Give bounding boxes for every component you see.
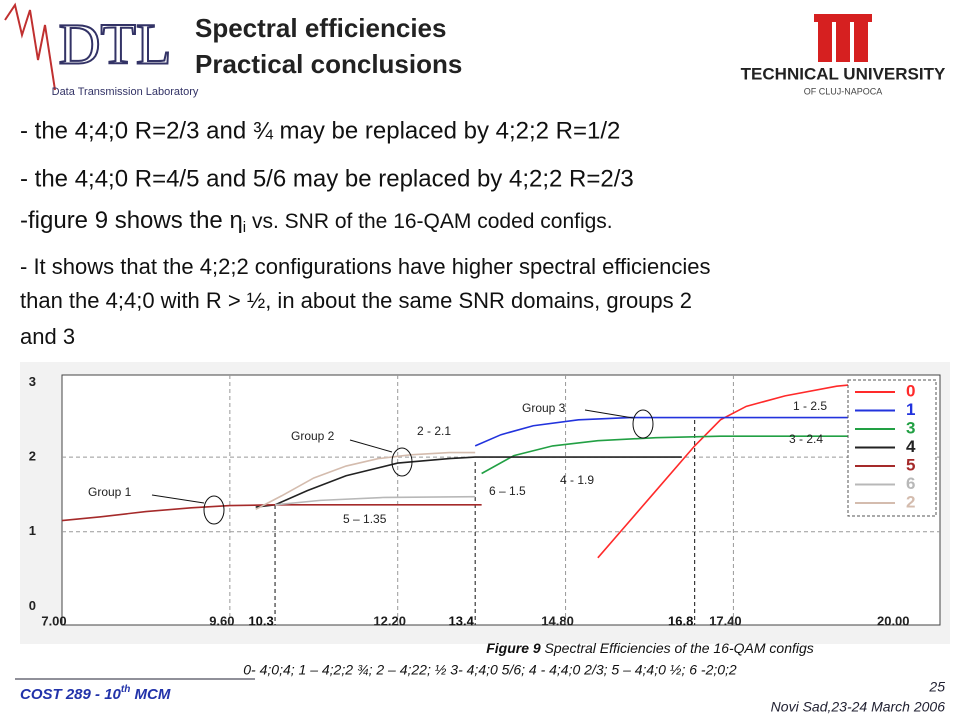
legend-label: 1 (906, 400, 915, 419)
annotation: 2 - 2.1 (417, 424, 451, 438)
bullet-part: vs. SNR of the 16-QAM coded configs. (246, 210, 613, 233)
annotation: 3 - 2.4 (789, 432, 823, 446)
footer-text: COST 289 - 10 (20, 686, 122, 703)
annotation: Group 2 (291, 429, 335, 443)
x-tick-label: 20.00 (877, 613, 910, 628)
caption-legend: 0- 4;0;4; 1 – 4;2;2 ¾; 2 – 4;22; ½ 3- 4;… (243, 662, 737, 678)
bullet: - It shows that the 4;2;2 configurations… (20, 254, 711, 279)
legend-label: 5 (906, 455, 915, 474)
series-line (474, 416, 857, 447)
legend-label: 3 (906, 418, 915, 437)
bullets: - the 4;4;0 R=2/3 and ¾ may be replaced … (20, 117, 711, 348)
group-circles (151, 409, 654, 525)
footer-date: Novi Sad,23-24 March 2006 (771, 699, 946, 715)
annotation: 4 - 1.9 (560, 473, 594, 487)
annotation: Group 3 (522, 401, 566, 415)
annotation: 5 – 1.35 (343, 512, 387, 526)
tu-logo: TECHNICAL UNIVERSITY OF CLUJ-NAPOCA (741, 14, 946, 96)
bullet-part: i (243, 219, 246, 236)
x-tick-label: 12.20 (373, 613, 406, 628)
logo-text: DTL (59, 11, 172, 76)
marker-label: 16.8 (668, 613, 693, 628)
annotation: 6 – 1.5 (489, 484, 526, 498)
logo-text: TECHNICAL UNIVERSITY (741, 64, 946, 83)
dtl-logo: DTL Data Transmission Laboratory (4, 2, 199, 98)
legend-label: 4 (906, 437, 916, 456)
page-number: 25 (928, 679, 945, 695)
caption-text: Spectral Efficiencies of the 16-QAM conf… (541, 640, 814, 656)
annotation: 1 - 2.5 (793, 399, 827, 413)
bullet: - the 4;4;0 R=2/3 and ¾ may be replaced … (20, 117, 620, 144)
footer-text: MCM (130, 686, 170, 703)
x-tick-label: 9.60 (209, 613, 234, 628)
series-line (274, 495, 476, 506)
series-line (597, 381, 876, 559)
series-line (255, 456, 682, 508)
bullet-part: -figure 9 shows the η (20, 207, 243, 234)
legend-label: 0 (906, 381, 915, 400)
bullet: - the 4;4;0 R=4/5 and 5/6 may be replace… (20, 165, 634, 192)
title-line: Spectral efficiencies (195, 13, 446, 43)
marker-label: 13.4 (449, 613, 475, 628)
series-line (481, 435, 857, 475)
bullet: and 3 (20, 324, 75, 349)
y-tick-label: 1 (29, 523, 36, 538)
footer-left: COST 289 - 10th MCM (20, 684, 171, 703)
x-tick-label: 7.00 (41, 613, 66, 628)
legend-label: 2 (906, 492, 915, 511)
caption-figure: Figure 9 (486, 640, 541, 656)
bullet: -figure 9 shows the ηi vs. SNR of the 16… (20, 207, 613, 236)
x-tick-label: 17.40 (709, 613, 742, 628)
title-line: Practical conclusions (195, 49, 462, 79)
series-line (61, 504, 482, 522)
footer-sup: th (121, 684, 130, 695)
logo-subtitle: OF CLUJ-NAPOCA (804, 86, 883, 96)
marker-label: 10.3 (248, 613, 273, 628)
y-tick-label: 0 (29, 598, 36, 613)
caption: Figure 9 Spectral Efficiencies of the 16… (486, 640, 814, 656)
annotation: Group 1 (88, 485, 132, 499)
legend-label: 6 (906, 474, 915, 493)
logo-subtitle: Data Transmission Laboratory (52, 86, 199, 98)
plot-area (61, 374, 941, 626)
y-tick-label: 3 (29, 374, 36, 389)
x-tick-label: 14.80 (541, 613, 574, 628)
series-line (255, 451, 476, 511)
bullet: than the 4;4;0 with R > ½, in about the … (20, 288, 692, 313)
y-tick-label: 2 (29, 449, 36, 464)
